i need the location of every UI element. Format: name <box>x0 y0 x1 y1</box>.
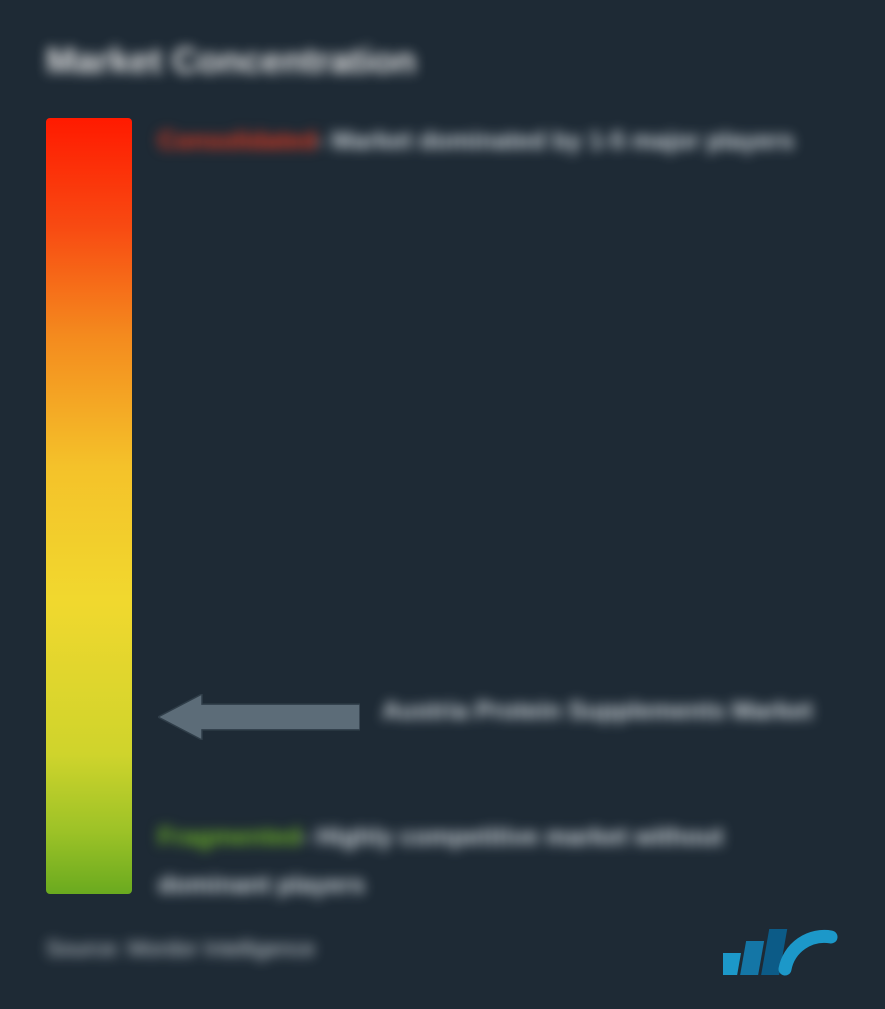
market-concentration-card: Market Concentration Consolidated- Marke… <box>0 0 885 1009</box>
consolidated-description: Consolidated- Market dominated by 1-5 ma… <box>158 118 839 166</box>
text-column: Consolidated- Market dominated by 1-5 ma… <box>158 118 839 894</box>
consolidated-term: Consolidated <box>158 127 316 155</box>
fragmented-description: Fragmented- Highly competitive market wi… <box>158 814 839 909</box>
left-arrow-icon <box>158 694 360 740</box>
fragmented-term: Fragmented <box>158 823 301 851</box>
market-name-label: Austria Protein Supplements Market <box>382 692 813 731</box>
consolidated-desc-text: - Market dominated by 1-5 major players <box>316 127 794 155</box>
market-position-indicator: Austria Protein Supplements Market <box>158 692 839 740</box>
card-footer: Source: Mordor Intelligence <box>46 919 839 979</box>
concentration-gradient-bar <box>46 118 132 894</box>
content-row: Consolidated- Market dominated by 1-5 ma… <box>46 118 839 894</box>
brand-logo-icon <box>723 919 839 979</box>
source-attribution: Source: Mordor Intelligence <box>46 936 315 962</box>
card-title: Market Concentration <box>46 40 839 82</box>
